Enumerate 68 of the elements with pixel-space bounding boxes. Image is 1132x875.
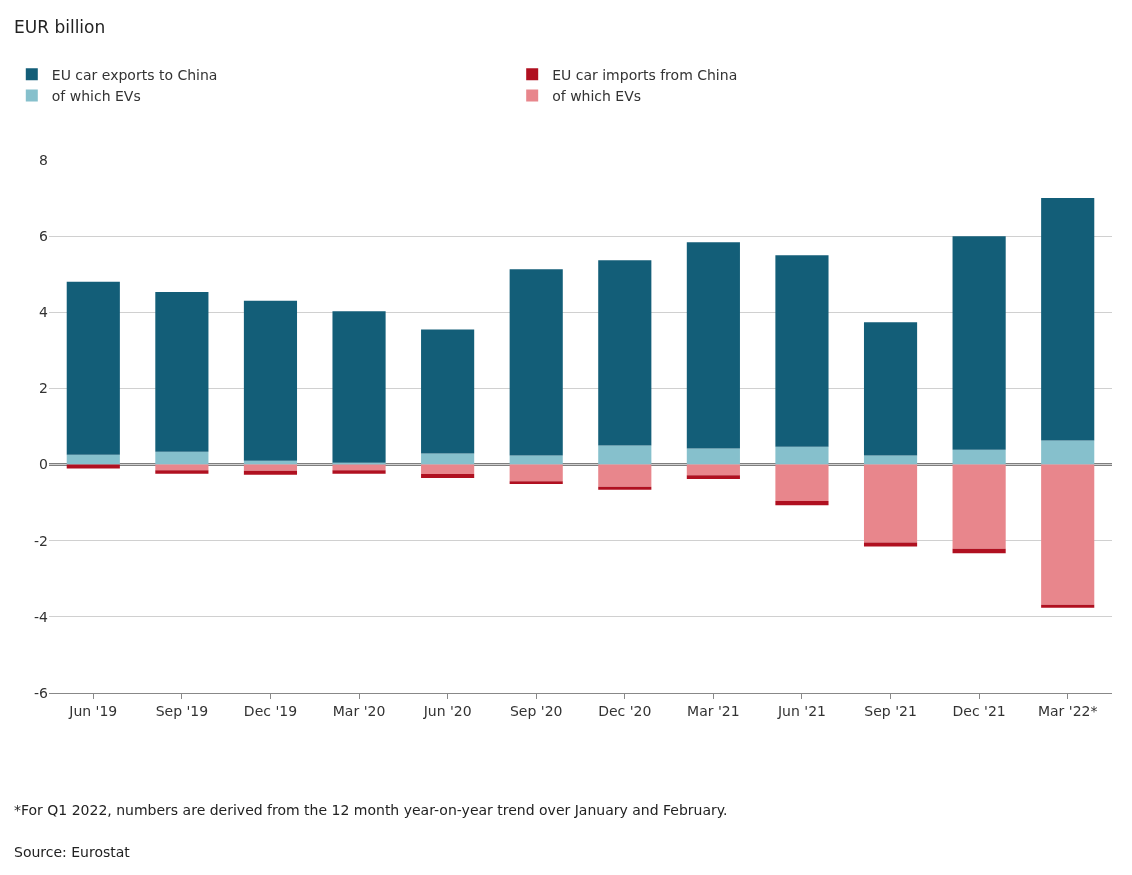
y-tick-label: 6 (39, 228, 49, 245)
bar (686, 475, 740, 480)
y-tick-label: -6 (34, 684, 49, 701)
y-tick-label: 0 (39, 456, 48, 473)
bar (952, 449, 1006, 465)
bar (421, 464, 475, 475)
y-tick-label: -2 (34, 532, 48, 549)
bar (952, 464, 1006, 549)
bar (952, 236, 1006, 450)
bar (686, 242, 740, 449)
x-tick-label: Mar '21 (687, 702, 740, 719)
legend-label: EU car exports to China (51, 66, 218, 83)
x-tick-label: Sep '19 (155, 702, 209, 719)
bar (66, 454, 120, 465)
bar (509, 269, 563, 456)
bar (598, 445, 652, 465)
bar (598, 464, 652, 487)
y-tick-label: 4 (39, 304, 49, 321)
bar (155, 451, 209, 465)
y-tick-label: -4 (34, 608, 49, 625)
x-tick-label: Mar '20 (332, 702, 386, 719)
bar (243, 464, 298, 471)
x-tick-label: Jun '20 (422, 702, 472, 719)
x-tick-label: Jun '19 (68, 702, 118, 719)
bar (509, 464, 563, 482)
bar (421, 453, 475, 465)
bar (863, 464, 918, 543)
bar (686, 448, 740, 465)
text: EUR billion (14, 17, 106, 37)
bar (1041, 440, 1095, 465)
bar (1041, 464, 1095, 605)
bar (332, 311, 386, 463)
bar (863, 455, 918, 465)
bar (1041, 198, 1095, 441)
x-tick-label: Sep '21 (864, 702, 917, 719)
bar (775, 446, 829, 465)
bar (66, 281, 120, 455)
bar (509, 481, 563, 484)
legend-label: EU car imports from China (552, 66, 738, 83)
legend-label: of which EVs (51, 87, 141, 104)
x-tick-label: Sep '20 (509, 702, 563, 719)
bar (421, 329, 475, 454)
bar (775, 464, 829, 502)
bar (243, 460, 298, 465)
x-tick-label: Mar '22* (1037, 702, 1098, 719)
bar (775, 501, 829, 506)
bar (421, 474, 475, 478)
bar (155, 470, 209, 474)
bar (509, 455, 563, 465)
bar (598, 260, 652, 446)
legend-label: of which EVs (552, 87, 642, 104)
bar (332, 470, 386, 474)
y-tick-label: 8 (39, 151, 48, 168)
bar (686, 464, 740, 476)
y-tick-label: 2 (39, 380, 48, 397)
bar (243, 470, 298, 475)
source-note: Source: Eurostat (14, 844, 131, 860)
bar (155, 292, 209, 452)
x-tick-label: Jun '21 (776, 702, 826, 719)
x-tick-label: Dec '21 (952, 702, 1006, 719)
bar (598, 486, 652, 490)
x-tick-label: Dec '20 (598, 702, 652, 719)
bar (1041, 604, 1095, 608)
bar (863, 322, 918, 456)
bar (243, 300, 298, 461)
text: *For Q1 2022, numbers are derived from the 12 month year-on-year trend over January and February. (14, 802, 728, 818)
x-tick-label: Dec '19 (243, 702, 298, 719)
bar (775, 255, 829, 447)
